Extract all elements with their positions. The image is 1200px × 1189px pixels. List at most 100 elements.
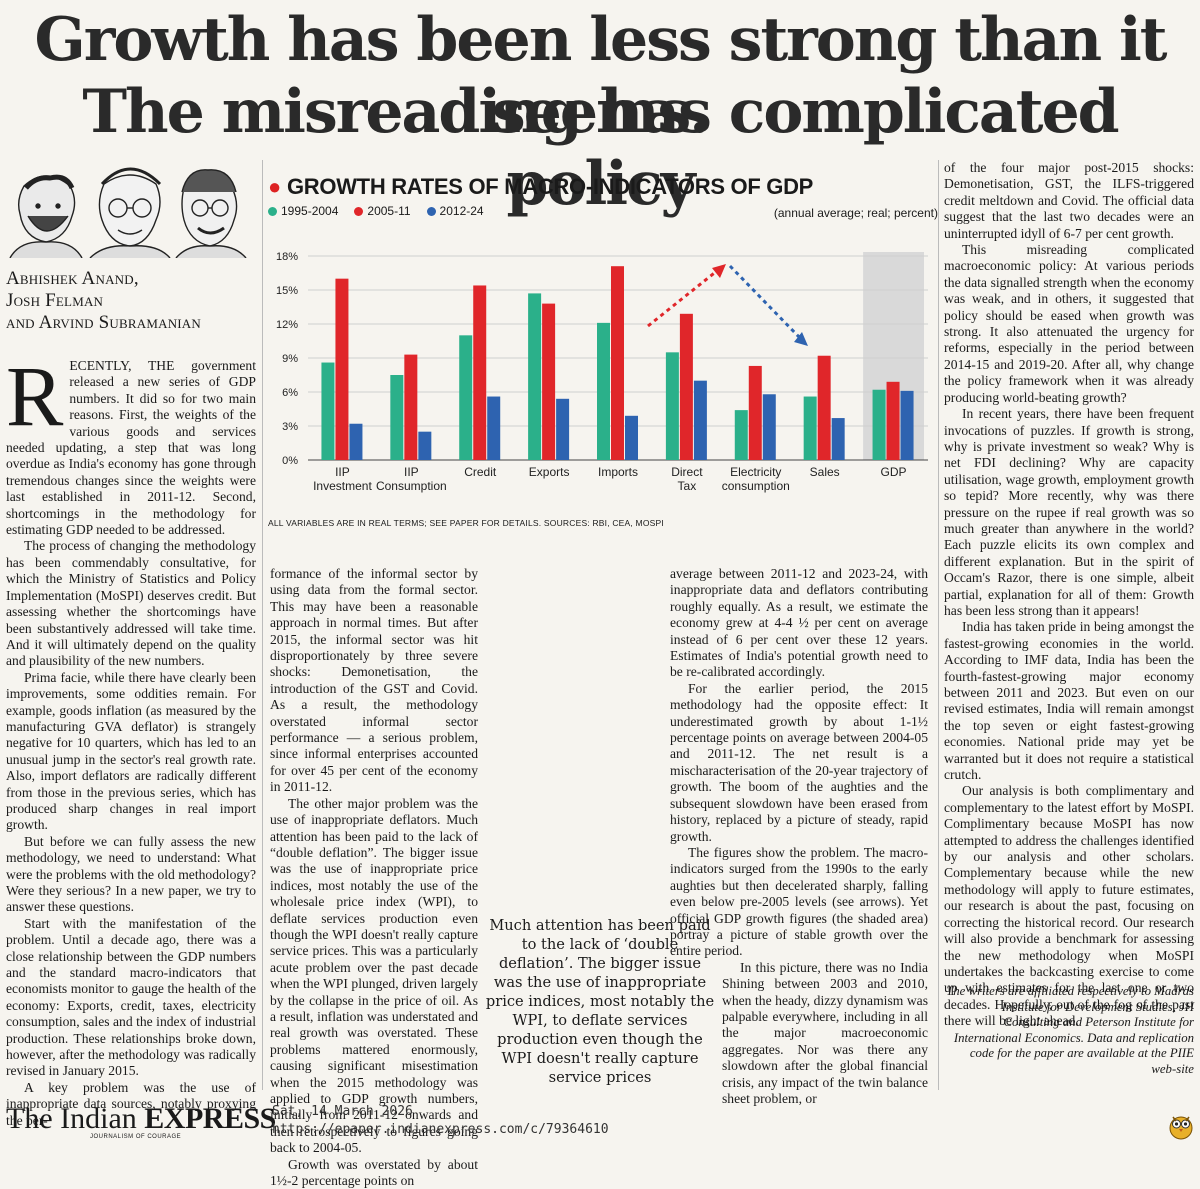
x-tick-label: consumption (722, 479, 790, 493)
bar (528, 293, 542, 460)
bar (404, 354, 418, 460)
paragraph: In this picture, there was no India Shin… (722, 959, 928, 1106)
bar (487, 396, 501, 460)
x-tick-label: IIP (404, 465, 419, 479)
paragraph: R ECENTLY, THE government released a new … (6, 348, 256, 538)
authors-illustration (9, 167, 247, 258)
paragraph: of the four major post-2015 shocks: Demo… (944, 160, 1194, 241)
y-tick-label: 15% (276, 285, 298, 297)
byline-author-3: and Arvind Subramanian (6, 312, 201, 333)
byline-author-2: Josh Felman (6, 290, 104, 311)
paragraph: The other major problem was the use of i… (270, 795, 478, 1156)
x-tick-label: Sales (810, 465, 840, 479)
x-tick-label: Direct (671, 465, 703, 479)
chart: ● GROWTH RATES OF MACRO-INDICATORS OF GDP… (268, 160, 940, 560)
bar (762, 394, 776, 460)
bar (459, 335, 473, 460)
bar (625, 415, 638, 460)
edition-date: Sat, 14 March 2026 (272, 1104, 413, 1119)
paragraph: formance of the informal sector by using… (270, 566, 478, 795)
bar (390, 375, 404, 460)
x-tick-label: Investment (313, 479, 372, 493)
bar (556, 398, 570, 460)
bar (349, 423, 363, 460)
x-tick-label: Consumption (376, 479, 447, 493)
bar (900, 390, 914, 460)
y-tick-label: 18% (276, 251, 298, 263)
byline-author-1: Abhishek Anand, (6, 268, 139, 289)
chart-plot: 0%3%6%9%12%15%18%IIPInvestmentIIPConsump… (276, 251, 928, 493)
legend-swatch (268, 206, 277, 216)
paragraph: Prima facie, while there have clearly be… (6, 669, 256, 833)
article-column-1: R ECENTLY, THE government released a new … (6, 348, 256, 1129)
article-column-4: of the four major post-2015 shocks: Demo… (944, 160, 1194, 1030)
bar (418, 431, 432, 460)
bar (803, 396, 817, 460)
x-tick-label: Imports (598, 465, 638, 479)
paragraph: The figures show the problem. The macro-… (670, 844, 928, 959)
article-column-3: average between 2011-12 and 2023-24, wit… (670, 566, 928, 1107)
headline-line-1: Growth has been less strong than it seem… (34, 5, 1168, 147)
bar (542, 303, 556, 460)
falling-arrow-head (794, 332, 808, 346)
y-tick-label: 3% (282, 421, 298, 433)
bar (734, 410, 748, 460)
bar (611, 266, 624, 460)
epaper-url[interactable]: https://epaper.indianexpress.com/c/79364… (272, 1122, 609, 1137)
bar (693, 380, 707, 460)
bar (817, 355, 831, 460)
article-column-2: formance of the informal sector by using… (270, 566, 478, 1189)
drop-cap: R (6, 348, 64, 444)
falling-arrow (728, 264, 802, 340)
y-tick-label: 9% (282, 353, 298, 365)
paragraph: A key problem was the use of inappropria… (6, 1079, 256, 1128)
headline-line-2: The misreading has complicated policy (82, 77, 1119, 219)
paragraph: Start with the manifestation of the prob… (6, 915, 256, 1079)
x-tick-label: IIP (335, 465, 350, 479)
author-credits: The writers are affiliated respectively … (946, 984, 1194, 1076)
paragraph: average between 2011-12 and 2023-24, wit… (670, 566, 928, 680)
chart-units-note: (annual average; real; percent) (773, 206, 938, 220)
legend-swatch (426, 206, 436, 216)
bar (831, 418, 845, 460)
paragraph: This misreading complicated macroeconomi… (944, 242, 1194, 405)
x-tick-label: Exports (529, 465, 570, 479)
y-tick-label: 0% (282, 455, 298, 467)
y-tick-label: 12% (276, 319, 298, 331)
logo-tagline: JOURNALISM OF COURAGE (90, 1134, 182, 1140)
x-tick-label: Credit (464, 465, 497, 479)
bar (597, 322, 610, 460)
chart-source: ALL VARIABLES ARE IN REAL TERMS; SEE PAP… (268, 518, 664, 528)
column-divider (938, 160, 939, 1090)
bar (665, 352, 679, 460)
bar (679, 313, 693, 460)
rising-arrow (647, 268, 719, 328)
paragraph: India has taken pride in being amongst t… (944, 619, 1194, 783)
pull-quote: Much attention has been paid to the lack… (485, 917, 715, 1086)
chart-title: ● GROWTH RATES OF MACRO-INDICATORS OF GDP (268, 174, 814, 199)
legend-item: 2005-11 (354, 204, 411, 218)
paragraph: In recent years, there have been frequen… (944, 406, 1194, 618)
bar (321, 362, 335, 460)
legend-item: 2012-24 (426, 204, 484, 218)
bullet-icon: ● (268, 174, 281, 199)
paragraph: For the earlier period, the 2015 methodo… (670, 680, 928, 844)
bar (335, 278, 349, 460)
paragraph: The process of changing the methodology … (6, 538, 256, 669)
legend-swatch (354, 206, 364, 216)
bar (748, 365, 762, 460)
bar (886, 381, 900, 460)
column-divider (262, 160, 263, 1090)
x-tick-label: GDP (881, 465, 907, 479)
paragraph: But before we can fully assess the new m… (6, 833, 256, 915)
paragraph: Growth was overstated by about 1½-2 perc… (270, 1156, 478, 1189)
paragraph: Our analysis is both complimentary and c… (944, 783, 1194, 1029)
x-tick-label: Electricity (730, 465, 781, 479)
rising-arrow-head (712, 264, 726, 278)
legend-item: 1995-2004 (268, 204, 338, 218)
y-tick-label: 6% (282, 387, 298, 399)
owl-icon[interactable] (1168, 1112, 1194, 1140)
bar (473, 285, 487, 460)
indian-express-logo: The Indian EXPRESS (6, 1102, 276, 1135)
byline: Abhishek Anand, Josh Felman and Arvind S… (6, 268, 201, 334)
